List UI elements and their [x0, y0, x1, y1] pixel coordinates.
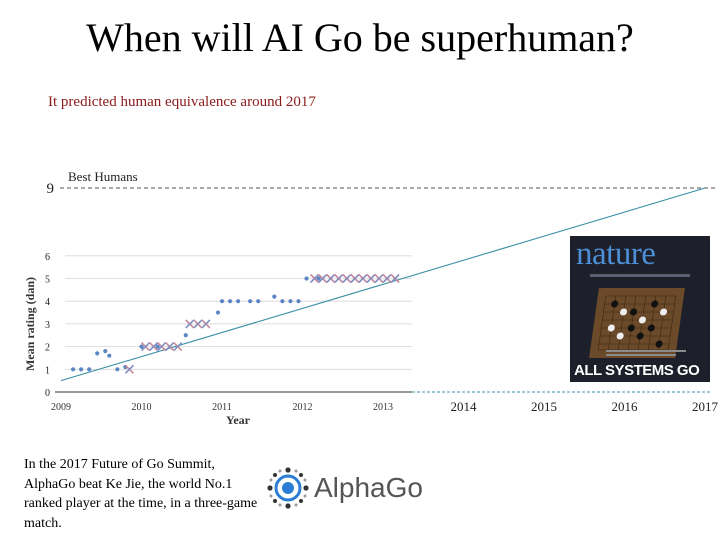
data-point-dot: [87, 367, 92, 372]
alphago-logo: AlphaGo: [266, 466, 426, 512]
cross-stroke: [124, 364, 134, 374]
cross-stroke: [201, 319, 211, 329]
x-axis-title: Year: [226, 413, 251, 427]
cross-stroke: [358, 273, 368, 284]
data-point-cross: [342, 273, 352, 284]
cross-stroke: [350, 273, 360, 284]
data-point-dot: [280, 299, 285, 304]
cross-stroke: [140, 342, 151, 352]
data-point-dot: [79, 367, 84, 372]
cross-stroke: [165, 342, 175, 352]
data-point-dot: [296, 299, 301, 304]
data-point-cross: [173, 342, 183, 352]
data-point-dot: [103, 349, 108, 354]
data-point-cross: [193, 319, 203, 329]
slide-title: When will AI Go be superhuman?: [86, 15, 634, 60]
y-tick-label: 4: [45, 297, 50, 308]
data-point-dot: [115, 367, 120, 372]
x-tick-label: 2013: [373, 402, 393, 413]
cross-stroke: [374, 273, 384, 284]
data-point-dot: [139, 344, 144, 349]
x-tick-label: 2016: [612, 399, 639, 414]
best-humans-label: Best Humans: [68, 169, 138, 184]
cross-stroke: [185, 319, 195, 329]
alphago-logo-icon: [267, 467, 309, 509]
data-point-cross: [350, 273, 360, 284]
data-point-dot: [288, 299, 293, 304]
x-tick-label: 2014: [451, 399, 478, 414]
x-tick-label: 2017: [692, 399, 719, 414]
data-point-dot: [227, 299, 233, 304]
data-point-cross: [140, 342, 151, 352]
summit-caption: In the 2017 Future of Go Summit, AlphaGo…: [24, 457, 258, 531]
cross-stroke: [193, 319, 203, 329]
cross-stroke: [334, 273, 344, 284]
y-tick-label: 9: [47, 181, 55, 197]
data-point-cross: [149, 342, 159, 352]
y-tick-label: 3: [45, 320, 50, 331]
data-point-cross: [185, 319, 195, 329]
data-marks: [70, 273, 400, 374]
cross-stroke: [326, 273, 336, 284]
data-point-cross: [165, 342, 175, 352]
y-tick-label: 2: [45, 343, 50, 354]
data-point-dot: [248, 299, 253, 304]
y-axis-title: Mean rating (dan): [23, 277, 37, 371]
y-tick-label: 0: [45, 388, 50, 399]
data-point-dot: [256, 299, 261, 304]
data-point-dot: [272, 294, 277, 299]
go-board-grid: [597, 295, 677, 351]
cross-stroke: [149, 342, 159, 352]
data-point-dot: [155, 344, 160, 349]
data-point-cross: [157, 342, 167, 352]
cross-stroke: [342, 273, 352, 284]
data-point-dot: [107, 353, 112, 358]
slide-subtitle: It predicted human equivalence around 20…: [48, 94, 316, 110]
data-point-dot: [219, 299, 225, 304]
best-humans-reference: Best Humans: [60, 169, 718, 189]
nature-cover-image: nature ALL SYSTEMS GO: [570, 236, 710, 382]
cross-stroke: [318, 273, 328, 284]
alphago-logo-text: AlphaGo: [314, 472, 423, 503]
cross-stroke: [366, 273, 376, 284]
data-point-cross: [374, 273, 384, 284]
y-tick-label: 5: [45, 275, 50, 286]
data-point-dot: [215, 310, 221, 315]
data-point-dot: [183, 333, 188, 338]
cross-stroke: [157, 342, 167, 352]
nature-masthead: nature: [576, 236, 656, 272]
x-tick-label: 2011: [212, 402, 232, 413]
cross-stroke: [390, 273, 400, 284]
data-point-cross: [382, 273, 392, 284]
data-point-cross: [390, 273, 400, 284]
nature-tagline-bar: [590, 274, 690, 277]
x-tick-label: 2010: [132, 402, 152, 413]
data-point-cross: [201, 319, 211, 329]
cross-stroke: [173, 342, 183, 352]
axes: 0 1 2 3 4 5 6 9 2009 2010 2011 2012 2013 2014 2015 2016…: [45, 181, 719, 414]
data-point-cross: [310, 273, 320, 284]
nature-headline: ALL SYSTEMS GO: [574, 362, 700, 379]
y-tick-label: 1: [45, 365, 50, 376]
data-point-cross: [326, 273, 336, 284]
data-point-dot: [304, 276, 309, 281]
data-point-cross: [334, 273, 344, 284]
x-tick-label: 2012: [293, 402, 313, 413]
y-tick-label: 6: [45, 252, 50, 263]
x-tick-label: 2015: [531, 399, 557, 414]
data-point-dot: [236, 299, 241, 304]
data-point-cross: [318, 273, 328, 284]
data-point-dot: [95, 351, 100, 356]
data-point-cross: [358, 273, 368, 284]
cross-stroke: [310, 273, 320, 284]
data-point-dot: [70, 367, 76, 372]
data-point-dot: [316, 276, 321, 281]
go-board-illustration: [589, 288, 685, 358]
cross-stroke: [382, 273, 392, 284]
data-point-cross: [124, 364, 134, 374]
x-tick-label: 2009: [51, 402, 71, 413]
nature-cover-blurb: [606, 350, 696, 356]
data-point-cross: [366, 273, 376, 284]
